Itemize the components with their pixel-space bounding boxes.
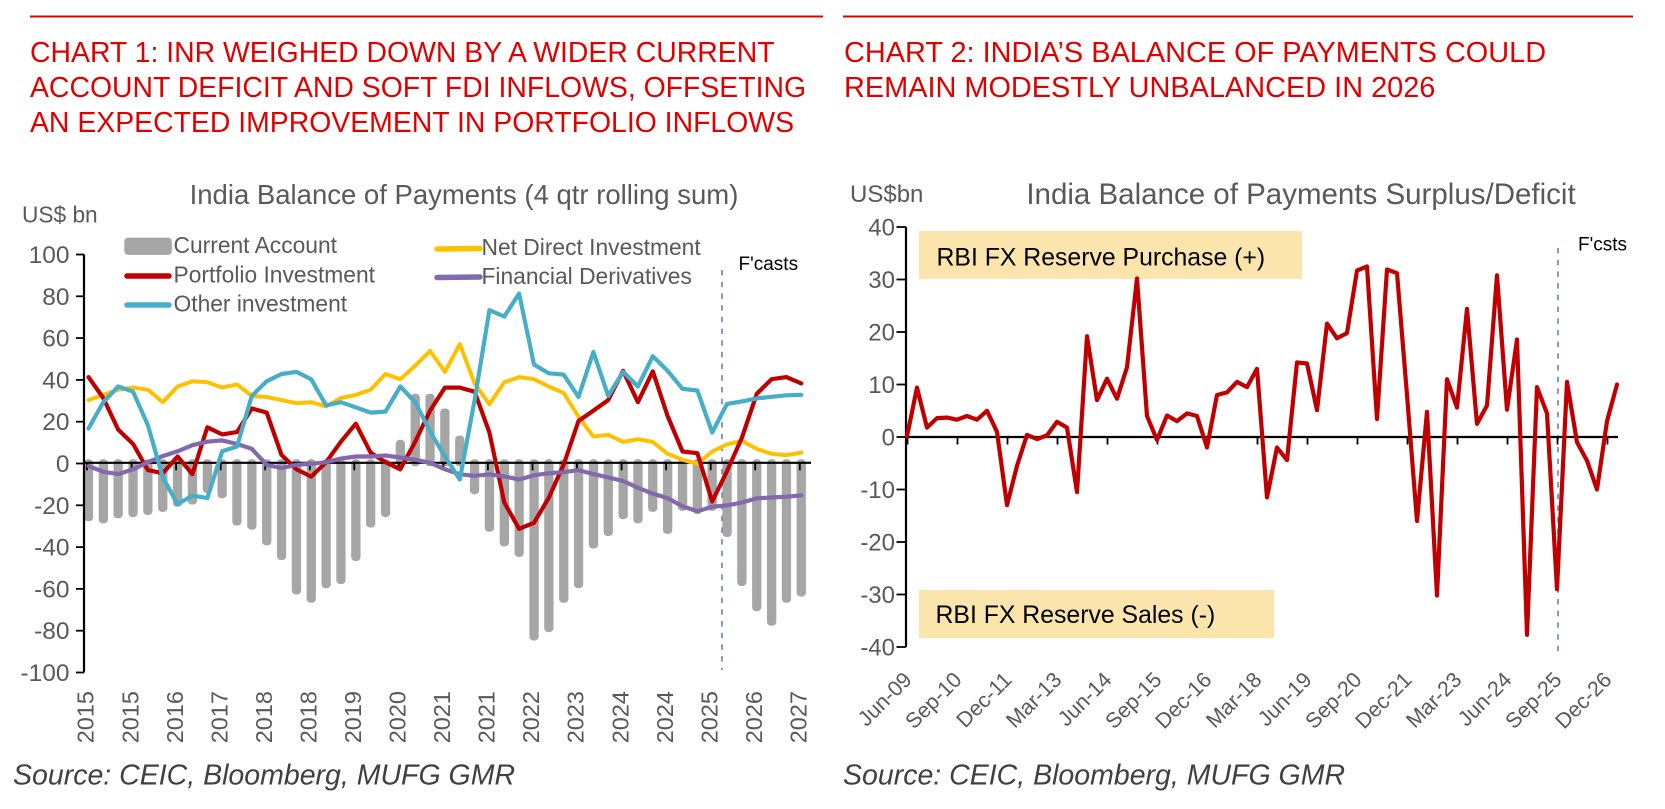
svg-text:RBI FX Reserve Sales (-): RBI FX Reserve Sales (-) [936, 602, 1216, 629]
svg-text:2023: 2023 [563, 691, 589, 743]
svg-text:2021: 2021 [474, 691, 500, 743]
svg-text:-100: -100 [20, 660, 69, 687]
svg-text:0: 0 [56, 451, 70, 478]
svg-text:80: 80 [42, 284, 69, 311]
svg-text:-80: -80 [34, 618, 69, 645]
svg-text:India Balance of Payments (4 q: India Balance of Payments (4 qtr rolling… [190, 179, 739, 210]
svg-text:2020: 2020 [385, 691, 411, 743]
svg-text:REMAIN MODESTLY UNBALANCED IN: REMAIN MODESTLY UNBALANCED IN 2026 [844, 72, 1435, 104]
svg-text:2018: 2018 [295, 691, 321, 743]
svg-text:US$bn: US$bn [850, 181, 923, 208]
svg-text:F'csts: F'csts [1578, 235, 1627, 256]
svg-text:-20: -20 [34, 493, 69, 520]
svg-text:Mar-18: Mar-18 [1201, 668, 1266, 733]
svg-text:2015: 2015 [117, 691, 143, 743]
svg-text:Other investment: Other investment [174, 291, 348, 317]
svg-text:Mar-23: Mar-23 [1401, 668, 1466, 733]
svg-text:2019: 2019 [340, 691, 366, 743]
svg-text:2018: 2018 [251, 691, 277, 743]
svg-text:2017: 2017 [206, 691, 232, 743]
svg-text:30: 30 [868, 267, 895, 294]
svg-text:Source: CEIC, Bloomberg, MUFG: Source: CEIC, Bloomberg, MUFG GMR [13, 760, 515, 792]
svg-text:10: 10 [868, 372, 895, 399]
svg-text:CHART 2: INDIA’S BALANCE OF PA: CHART 2: INDIA’S BALANCE OF PAYMENTS COU… [844, 37, 1546, 69]
svg-text:20: 20 [42, 409, 69, 436]
svg-text:RBI FX Reserve Purchase (+): RBI FX Reserve Purchase (+) [937, 245, 1266, 272]
svg-text:40: 40 [42, 367, 69, 394]
svg-text:Source: CEIC, Bloomberg, MUFG: Source: CEIC, Bloomberg, MUFG GMR [843, 760, 1345, 792]
svg-text:20: 20 [868, 320, 895, 347]
svg-text:AN EXPECTED IMPROVEMENT IN POR: AN EXPECTED IMPROVEMENT IN PORTFOLIO INF… [30, 107, 794, 139]
svg-text:Mar-13: Mar-13 [1001, 668, 1066, 733]
svg-text:2022: 2022 [518, 691, 544, 743]
svg-text:Net Direct Investment: Net Direct Investment [482, 234, 702, 260]
svg-text:2015: 2015 [73, 691, 99, 743]
svg-text:-40: -40 [34, 535, 69, 562]
svg-text:2016: 2016 [162, 691, 188, 743]
svg-text:Dec-11: Dec-11 [952, 668, 1017, 733]
svg-text:2024: 2024 [607, 691, 633, 743]
svg-text:40: 40 [868, 215, 895, 242]
svg-text:2021: 2021 [429, 691, 455, 743]
svg-text:60: 60 [42, 326, 69, 353]
svg-text:-30: -30 [860, 582, 895, 609]
svg-text:2026: 2026 [741, 691, 767, 743]
svg-text:CHART 1: INR WEIGHED DOWN BY A: CHART 1: INR WEIGHED DOWN BY A WIDER CUR… [30, 37, 775, 69]
svg-text:Dec-26: Dec-26 [1551, 668, 1617, 734]
svg-text:ACCOUNT DEFICIT AND SOFT FDI I: ACCOUNT DEFICIT AND SOFT FDI INFLOWS, OF… [30, 72, 806, 104]
svg-text:F'casts: F'casts [739, 254, 799, 275]
svg-text:2027: 2027 [786, 691, 812, 743]
svg-text:US$ bn: US$ bn [22, 202, 98, 228]
svg-text:-40: -40 [860, 635, 895, 662]
svg-text:Current Account: Current Account [174, 232, 338, 258]
svg-text:Sep-10: Sep-10 [901, 668, 967, 734]
svg-text:India Balance of Payments Surp: India Balance of Payments Surplus/Defici… [1026, 178, 1575, 211]
svg-text:Portfolio Investment: Portfolio Investment [174, 262, 376, 288]
svg-text:2024: 2024 [652, 691, 678, 743]
svg-text:-60: -60 [34, 576, 69, 603]
svg-text:100: 100 [29, 242, 70, 269]
svg-text:Dec-21: Dec-21 [1351, 668, 1417, 734]
svg-text:Dec-16: Dec-16 [1151, 668, 1217, 734]
svg-text:-10: -10 [860, 477, 895, 504]
svg-text:-20: -20 [860, 530, 895, 557]
svg-text:Financial Derivatives: Financial Derivatives [482, 263, 692, 289]
svg-text:0: 0 [882, 425, 895, 452]
svg-text:2025: 2025 [696, 691, 722, 743]
